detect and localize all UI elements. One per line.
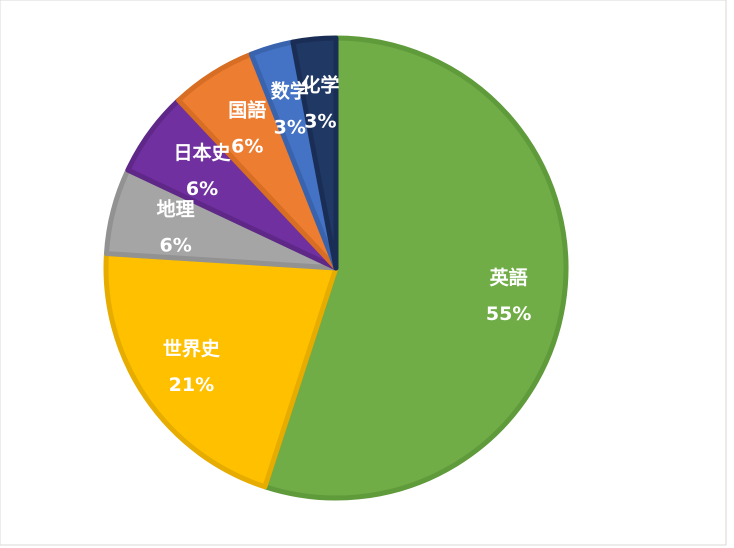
slice-label: 世界史 (163, 338, 221, 360)
pie-slice (103, 251, 339, 490)
slice-label: 日本史 (174, 141, 232, 164)
slice-label: 数学 (271, 79, 309, 102)
slice-value-label: 6% (231, 136, 263, 158)
slice-value-label: 6% (159, 234, 191, 256)
slice-value-label: 55% (486, 303, 531, 325)
pie-slice (290, 35, 339, 271)
slice-value-label: 3% (274, 116, 306, 138)
slice-value-label: 6% (186, 178, 218, 200)
slice-label: 国語 (228, 99, 266, 122)
pie-slice (262, 35, 569, 501)
slice-label: 化学 (301, 74, 339, 97)
slice-value-label: 3% (304, 111, 336, 133)
slice-value-label: 21% (169, 374, 214, 396)
slice-label: 地理 (157, 197, 195, 220)
slice-label: 英語 (490, 266, 528, 289)
